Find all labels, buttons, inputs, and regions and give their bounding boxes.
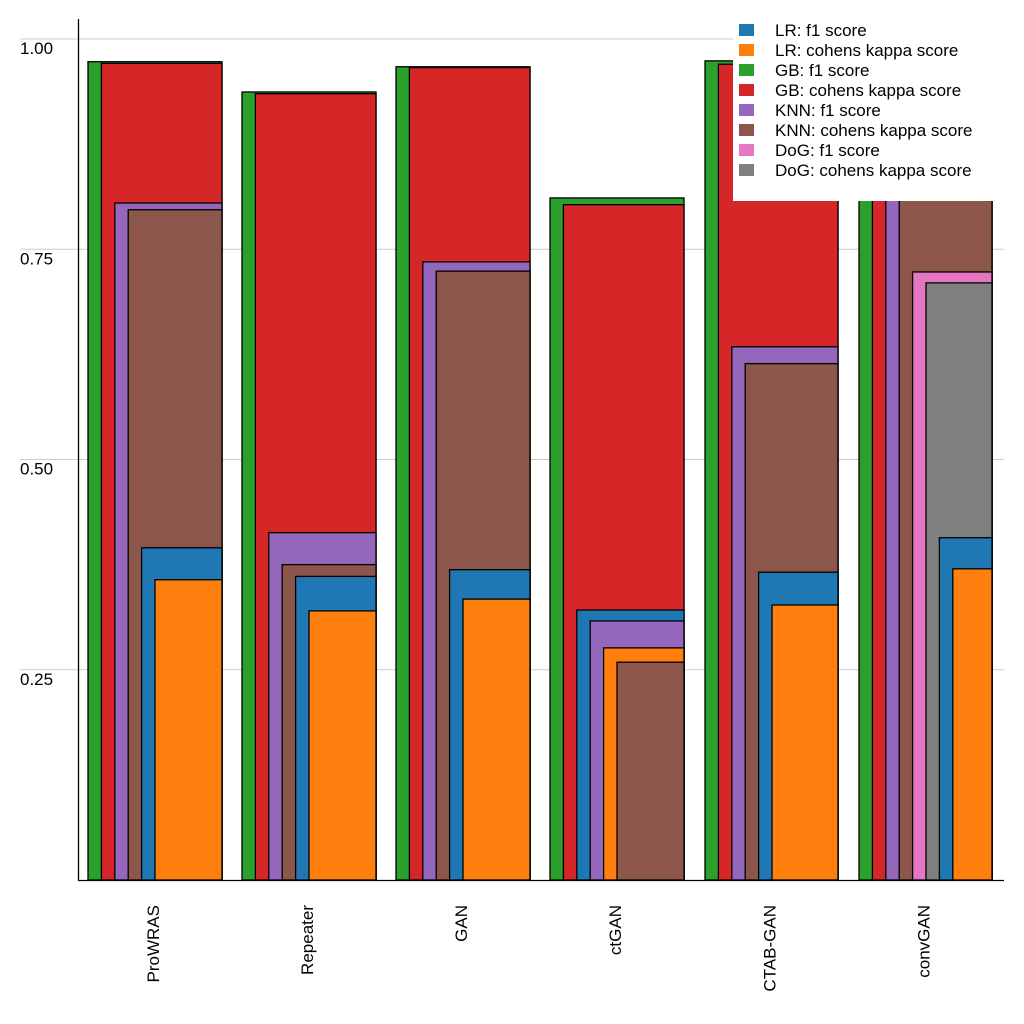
legend-swatch: [739, 64, 754, 76]
y-tick-label: 0.50: [20, 460, 53, 479]
x-tick-label: GAN: [452, 905, 471, 942]
x-tick-label: CTAB-GAN: [761, 905, 780, 992]
legend-label: KNN: cohens kappa score: [775, 121, 973, 140]
legend-swatch: [739, 124, 754, 136]
x-tick-label: convGAN: [915, 905, 934, 978]
y-tick-label: 0.25: [20, 670, 53, 689]
bar-group-ctab-gan: [704, 60, 839, 881]
axes: [77, 19, 1004, 882]
bar-group-repeater: [241, 91, 377, 881]
x-tick-label: ctGAN: [606, 905, 625, 955]
legend-swatch: [739, 24, 754, 36]
y-tick-label: 1.00: [20, 39, 53, 58]
bar-group-ctgan: [549, 197, 685, 881]
x-tick-label: ProWRAS: [144, 905, 163, 982]
legend-swatch: [739, 84, 754, 96]
y-tick-label: 0.75: [20, 249, 53, 268]
bar-ctgan-knn-cohens-kappa-score: [616, 661, 685, 881]
bar-gan-lr-cohens-kappa-score: [462, 598, 531, 881]
legend-label: DoG: f1 score: [775, 141, 880, 160]
x-tick-labels: ProWRAS Repeater GAN ctGAN CTAB-GAN convGAN: [144, 905, 934, 992]
x-tick-label: Repeater: [298, 905, 317, 975]
legend-background: [733, 15, 1024, 201]
legend-label: LR: cohens kappa score: [775, 41, 958, 60]
legend-swatch: [739, 44, 754, 56]
legend-label: GB: cohens kappa score: [775, 81, 961, 100]
bar-convgan-lr-cohens-kappa-score: [952, 568, 993, 881]
bar-group-gan: [395, 66, 531, 881]
bar-prowras-lr-cohens-kappa-score: [154, 579, 223, 881]
bar-group-prowras: [87, 61, 223, 881]
bar-repeater-lr-cohens-kappa-score: [308, 610, 377, 881]
y-tick-labels: 0.25 0.50 0.75 1.00: [20, 39, 53, 689]
legend-swatch: [739, 164, 754, 176]
legend-swatch: [739, 104, 754, 116]
legend-label: LR: f1 score: [775, 21, 867, 40]
legend-label: GB: f1 score: [775, 61, 869, 80]
legend-label: KNN: f1 score: [775, 101, 881, 120]
legend-swatch: [739, 144, 754, 156]
bar-ctab-gan-lr-cohens-kappa-score: [771, 604, 839, 881]
legend-label: DoG: cohens kappa score: [775, 161, 972, 180]
